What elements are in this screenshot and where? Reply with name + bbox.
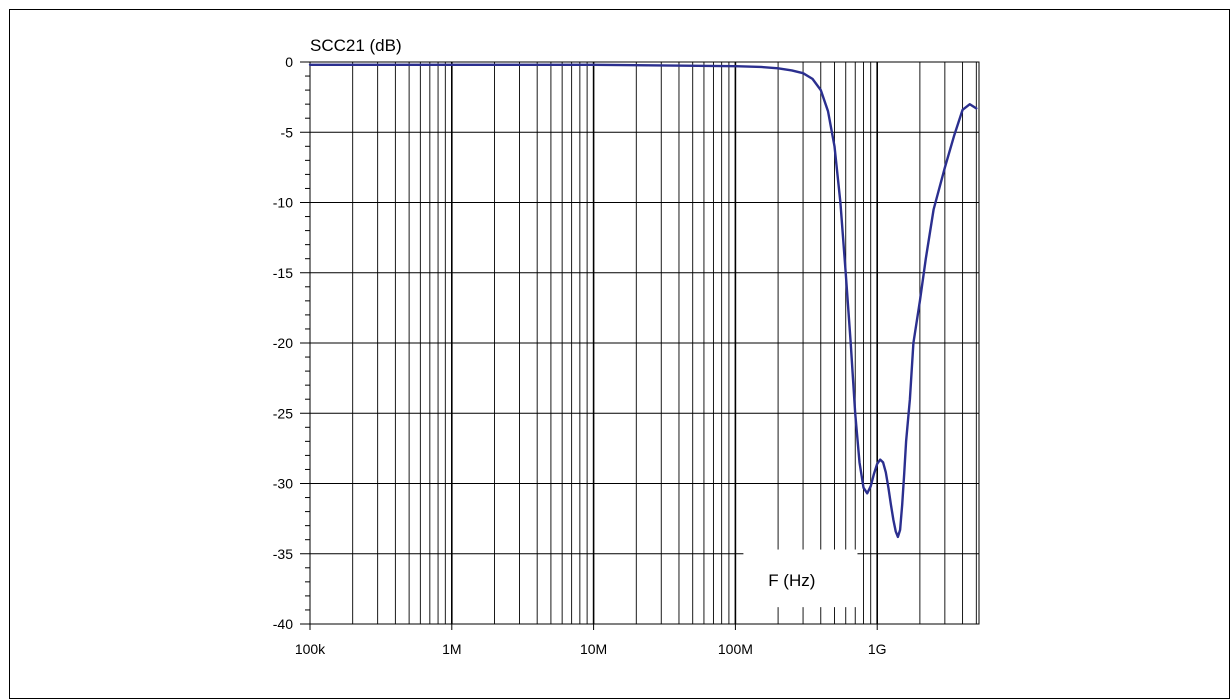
series-layer xyxy=(308,63,978,539)
y-tick-label: -35 xyxy=(273,546,293,562)
x-tick-label: 1G xyxy=(868,641,887,657)
y-tick-label: -20 xyxy=(273,335,293,351)
x-tick-label: 10M xyxy=(580,641,607,657)
y-tick-label: -30 xyxy=(273,476,293,492)
y-tick-labels: 0 -5 -10 -15 -20 -25 -30 -35 -40 xyxy=(273,54,293,632)
scc21-frequency-chart: 100k 1M 10M 100M 1G 0 -5 -10 -15 -20 -25 -30 -35 -40… xyxy=(273,36,980,657)
x-tick-label: 1M xyxy=(442,641,461,657)
y-tick-label: -25 xyxy=(273,405,293,421)
x-axis-title-background xyxy=(743,549,858,608)
chart-frame xyxy=(9,9,1230,699)
x-axis-title: F (Hz) xyxy=(768,571,815,590)
y-tick-label: -15 xyxy=(273,265,293,281)
x-tick-label: 100M xyxy=(718,641,753,657)
y-tick-label: 0 xyxy=(285,54,293,70)
y-axis-title: SCC21 (dB) xyxy=(310,36,402,55)
y-tick-label: -40 xyxy=(273,616,293,632)
x-tick-label: 100k xyxy=(295,641,326,657)
y-tick-label: -5 xyxy=(281,124,294,140)
grid-lines xyxy=(310,62,979,624)
scc21-series-line xyxy=(308,63,978,539)
y-tick-label: -10 xyxy=(273,195,293,211)
x-tick-labels: 100k 1M 10M 100M 1G xyxy=(295,641,887,657)
tick-marks xyxy=(300,61,878,630)
